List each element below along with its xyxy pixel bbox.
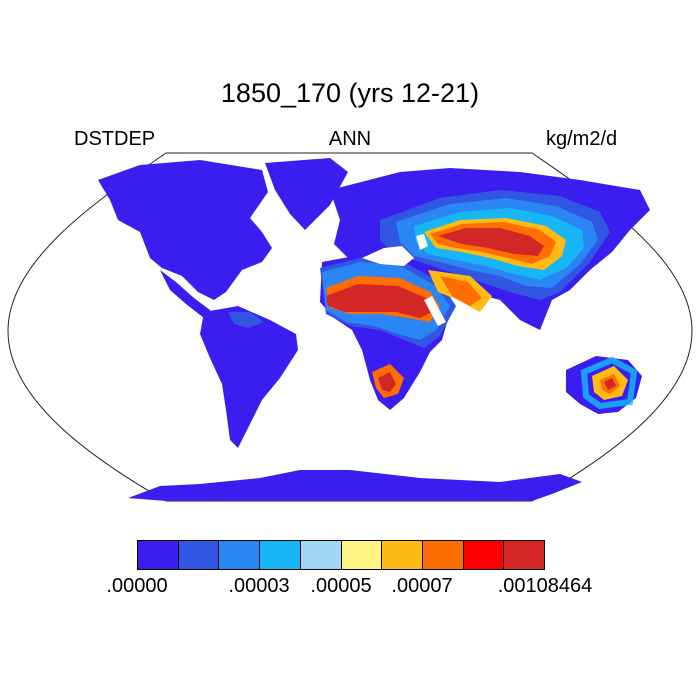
colorbar-box-8 [422, 541, 464, 569]
colorbar-box-10 [504, 541, 545, 569]
dust-australia-ring [580, 356, 638, 410]
dust-level-10-africa [326, 284, 432, 318]
colorbar-box-7 [382, 541, 423, 569]
colorbar-tick-label: .00007 [391, 575, 453, 597]
caspian-sea [416, 234, 428, 250]
colorbar-box-5 [300, 541, 342, 569]
red-sea [424, 296, 446, 326]
variable-label: DSTDEP [74, 128, 156, 150]
central-america-landmass [160, 270, 214, 320]
colorbar-box-6 [341, 541, 383, 569]
south-america-band [228, 312, 264, 328]
plot-title: 1850_170 (yrs 12-21) [220, 78, 480, 108]
mediterranean-sea [362, 246, 414, 266]
south-america-landmass [200, 306, 298, 448]
colorbar-tick-label: .00003 [228, 575, 290, 597]
colorbar-tick-label: .00000 [106, 575, 168, 597]
season-label: ANN [328, 128, 372, 150]
dust-level-9-asia [438, 228, 544, 256]
colorbar-box-4 [260, 541, 301, 569]
colorbar-box-2 [178, 541, 220, 569]
dust-australia-center [604, 378, 616, 390]
colorbar [137, 540, 545, 570]
units-label: kg/m2/d [546, 128, 618, 150]
colorbar-tick-label: .00108464 [497, 575, 593, 597]
antarctica-landmass [128, 470, 582, 501]
colorbar-box-3 [219, 541, 261, 569]
greenland-landmass [265, 158, 348, 230]
colorbar-box-1 [138, 541, 179, 569]
north-america-landmass [98, 160, 272, 300]
colorbar-tick-label: .00005 [310, 575, 372, 597]
dust-arabia-core [440, 276, 482, 306]
dust-south-africa-core [378, 372, 396, 392]
colorbar-box-9 [463, 541, 505, 569]
